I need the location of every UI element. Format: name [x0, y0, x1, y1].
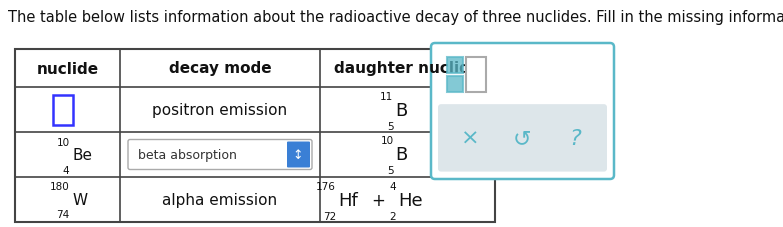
Text: 4: 4 [63, 165, 70, 175]
Text: +: + [371, 191, 385, 209]
Text: ↺: ↺ [513, 128, 532, 148]
Text: W: W [73, 192, 88, 207]
FancyBboxPatch shape [438, 105, 607, 172]
Bar [466, 58, 486, 93]
Text: 176: 176 [316, 181, 336, 191]
Text: 11: 11 [381, 91, 394, 101]
Text: 2: 2 [389, 211, 396, 220]
Text: daughter nuclide: daughter nuclide [334, 61, 481, 76]
Text: 5: 5 [387, 166, 394, 176]
Text: ↕: ↕ [293, 148, 303, 161]
Text: Be: Be [73, 147, 92, 162]
Text: 74: 74 [56, 210, 70, 220]
FancyBboxPatch shape [287, 142, 310, 168]
FancyBboxPatch shape [431, 44, 614, 179]
Text: ×: × [461, 128, 480, 148]
Text: B: B [395, 101, 408, 119]
Bar [52, 95, 73, 125]
FancyBboxPatch shape [128, 140, 312, 170]
Text: decay mode: decay mode [168, 61, 272, 76]
Text: The table below lists information about the radioactive decay of three nuclides.: The table below lists information about … [8, 10, 783, 25]
Bar [15, 50, 495, 222]
Text: alpha emission: alpha emission [162, 192, 277, 207]
Bar [447, 77, 463, 93]
Text: beta absorption: beta absorption [138, 148, 237, 161]
Text: 4: 4 [389, 181, 396, 191]
Text: 180: 180 [50, 182, 70, 192]
Bar [447, 58, 463, 74]
Text: He: He [398, 191, 423, 209]
Text: Hf: Hf [338, 191, 358, 209]
Text: 5: 5 [387, 121, 394, 131]
Text: 72: 72 [323, 211, 336, 220]
Text: positron emission: positron emission [153, 103, 287, 118]
Text: ?: ? [568, 128, 580, 148]
Text: 10: 10 [381, 136, 394, 146]
Text: B: B [395, 146, 408, 164]
Text: nuclide: nuclide [37, 61, 99, 76]
Text: 10: 10 [56, 137, 70, 147]
